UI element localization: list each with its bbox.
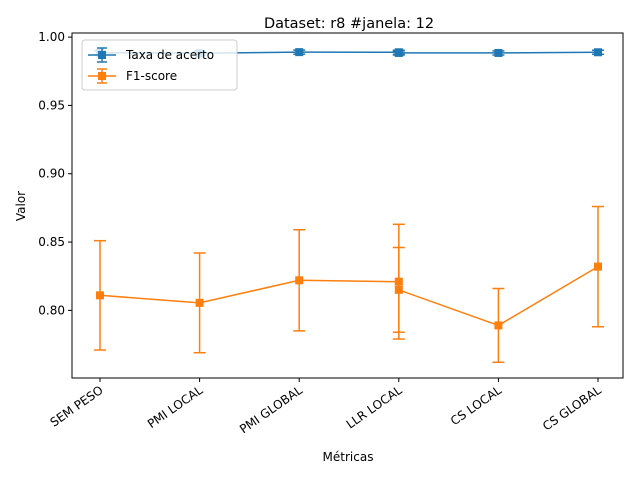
- data-point: [594, 48, 602, 57]
- legend-item: Taxa de acerto: [88, 47, 214, 63]
- data-point: [494, 321, 503, 330]
- series-line: [99, 265, 599, 327]
- data-point: [195, 298, 204, 307]
- x-tick-label: PMI GLOBAL: [237, 383, 305, 437]
- y-tick-label: 1.00: [38, 30, 65, 44]
- y-tick-label: 0.90: [38, 167, 65, 181]
- data-point: [394, 285, 403, 294]
- y-axis: 0.80 0.85 0.90 0.95 1.00: [38, 30, 72, 317]
- legend-box: [81, 39, 238, 91]
- data-point: [295, 276, 304, 285]
- y-axis-label: Valor: [14, 191, 28, 221]
- data-point: [494, 48, 503, 57]
- data-point: [96, 291, 104, 300]
- chart-title: Dataset: r8 #janela: 12: [264, 16, 434, 32]
- legend: Taxa de acerto F1-score: [81, 39, 238, 91]
- legend-marker: [98, 72, 106, 80]
- plot-area: [94, 48, 604, 364]
- y-tick-label: 0.85: [38, 235, 65, 249]
- data-point: [394, 277, 403, 286]
- data-point: [295, 48, 304, 57]
- legend-item: F1-score: [88, 68, 177, 84]
- x-tick-label: SEM PESO: [48, 383, 106, 430]
- y-tick-label: 0.95: [38, 98, 65, 112]
- legend-marker: [98, 51, 106, 59]
- series-f1-score: [94, 205, 604, 364]
- x-axis: SEM PESO PMI LOCAL PMI GLOBAL LLR LOCAL CS L…: [48, 378, 604, 436]
- x-tick-label: LLR LOCAL: [344, 383, 405, 432]
- data-point: [394, 48, 403, 57]
- y-tick-label: 0.80: [38, 303, 65, 317]
- legend-label: Taxa de acerto: [125, 48, 214, 62]
- x-tick-label: CS GLOBAL: [540, 383, 604, 434]
- data-point: [594, 262, 602, 271]
- plot-frame: [71, 32, 624, 379]
- x-axis-label: Métricas: [323, 450, 374, 464]
- legend-label: F1-score: [126, 69, 177, 83]
- x-tick-label: CS LOCAL: [448, 383, 504, 428]
- x-tick-label: PMI LOCAL: [145, 383, 206, 431]
